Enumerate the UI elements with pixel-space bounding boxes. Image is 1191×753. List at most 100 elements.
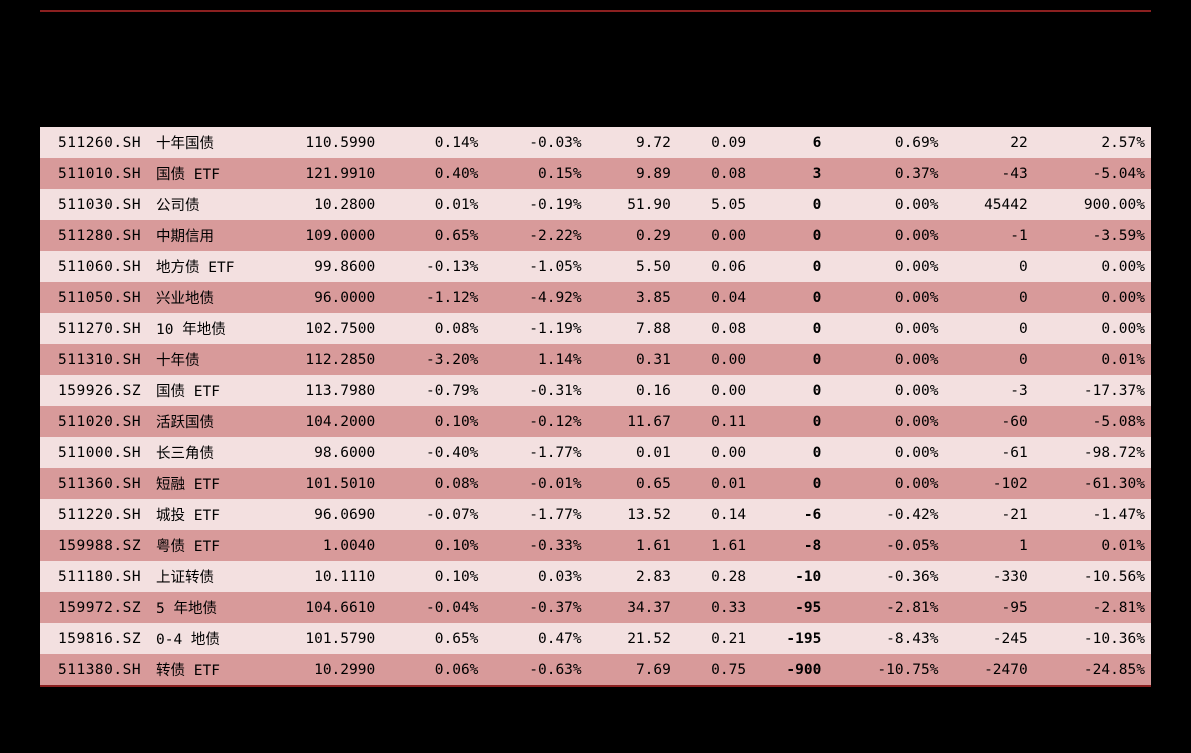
table-row: 511010.SH国债 ETF121.99100.40%0.15%9.890.0… xyxy=(40,158,1151,189)
table-cell: 0.01% xyxy=(1034,530,1151,561)
table-cell: 0 xyxy=(945,313,1034,344)
table-cell: 0.00% xyxy=(827,282,944,313)
table-cell: 0 xyxy=(945,344,1034,375)
table-cell: 长三角债 xyxy=(150,437,250,468)
table-cell: 0.06% xyxy=(381,654,484,685)
table-cell: 国债 ETF xyxy=(150,375,250,406)
table-cell: 22 xyxy=(945,127,1034,158)
table-cell: -0.05% xyxy=(827,530,944,561)
table-cell: 511380.SH xyxy=(40,654,150,685)
table-cell: 102.7500 xyxy=(250,313,381,344)
table-cell: -0.63% xyxy=(484,654,587,685)
table-cell: -3.20% xyxy=(381,344,484,375)
table-cell: 0.29 xyxy=(588,220,677,251)
table-cell: 十年债 xyxy=(150,344,250,375)
table-cell: 104.2000 xyxy=(250,406,381,437)
table-cell: -2.81% xyxy=(1034,592,1151,623)
table-cell: 0.11 xyxy=(677,406,752,437)
table-cell: -5.04% xyxy=(1034,158,1151,189)
table-cell: 城投 ETF xyxy=(150,499,250,530)
table-cell: 13.52 xyxy=(588,499,677,530)
table-cell: 101.5790 xyxy=(250,623,381,654)
table-cell: 34.37 xyxy=(588,592,677,623)
table-cell: -0.04% xyxy=(381,592,484,623)
table-cell: 粤债 ETF xyxy=(150,530,250,561)
table-cell: -61.30% xyxy=(1034,468,1151,499)
table-row: 511020.SH活跃国债104.20000.10%-0.12%11.670.1… xyxy=(40,406,1151,437)
table-cell: -43 xyxy=(945,158,1034,189)
table-cell: -0.40% xyxy=(381,437,484,468)
table-body: 511260.SH十年国债110.59900.14%-0.03%9.720.09… xyxy=(40,127,1151,685)
table-cell: -1.19% xyxy=(484,313,587,344)
table-cell: -6 xyxy=(752,499,827,530)
table-row: 511050.SH兴业地债96.0000-1.12%-4.92%3.850.04… xyxy=(40,282,1151,313)
table-cell: 0.00% xyxy=(1034,251,1151,282)
table-row: 511220.SH城投 ETF96.0690-0.07%-1.77%13.520… xyxy=(40,499,1151,530)
table-cell: -2.22% xyxy=(484,220,587,251)
table-cell: 511000.SH xyxy=(40,437,150,468)
table-row: 511180.SH上证转债10.11100.10%0.03%2.830.28-1… xyxy=(40,561,1151,592)
table-cell: 0.37% xyxy=(827,158,944,189)
table-cell: 0.00% xyxy=(827,220,944,251)
table-cell: 0.65% xyxy=(381,623,484,654)
table-row: 511310.SH十年债112.2850-3.20%1.14%0.310.000… xyxy=(40,344,1151,375)
table-cell: -0.13% xyxy=(381,251,484,282)
table-cell: -10 xyxy=(752,561,827,592)
table-cell: 0.00 xyxy=(677,375,752,406)
table-cell: 转债 ETF xyxy=(150,654,250,685)
table-cell: -1.77% xyxy=(484,499,587,530)
table-cell: 0.09 xyxy=(677,127,752,158)
table-row: 159926.SZ国债 ETF113.7980-0.79%-0.31%0.160… xyxy=(40,375,1151,406)
table-row: 159816.SZ0-4 地债101.57900.65%0.47%21.520.… xyxy=(40,623,1151,654)
table-cell: 0.00 xyxy=(677,220,752,251)
table-cell: 900.00% xyxy=(1034,189,1151,220)
table-cell: 0.21 xyxy=(677,623,752,654)
table-row: 511360.SH短融 ETF101.50100.08%-0.01%0.650.… xyxy=(40,468,1151,499)
table-cell: 0.00% xyxy=(827,344,944,375)
table-cell: -24.85% xyxy=(1034,654,1151,685)
table-cell: 99.8600 xyxy=(250,251,381,282)
table-cell: 0.75 xyxy=(677,654,752,685)
table-cell: -95 xyxy=(752,592,827,623)
table-cell: 511060.SH xyxy=(40,251,150,282)
table-cell: -1.47% xyxy=(1034,499,1151,530)
table-cell: -0.01% xyxy=(484,468,587,499)
table-row: 511270.SH10 年地债102.75000.08%-1.19%7.880.… xyxy=(40,313,1151,344)
table-cell: -0.79% xyxy=(381,375,484,406)
table-cell: 0.00 xyxy=(677,437,752,468)
table-cell: 1.14% xyxy=(484,344,587,375)
table-cell: 2.57% xyxy=(1034,127,1151,158)
table-cell: -21 xyxy=(945,499,1034,530)
table-cell: 国债 ETF xyxy=(150,158,250,189)
table-row: 511260.SH十年国债110.59900.14%-0.03%9.720.09… xyxy=(40,127,1151,158)
table-cell: 0 xyxy=(945,251,1034,282)
table-cell: 511180.SH xyxy=(40,561,150,592)
table-cell: 110.5990 xyxy=(250,127,381,158)
table-cell: 0 xyxy=(752,189,827,220)
table-row: 511280.SH中期信用109.00000.65%-2.22%0.290.00… xyxy=(40,220,1151,251)
table-cell: 2.83 xyxy=(588,561,677,592)
table-cell: -0.36% xyxy=(827,561,944,592)
table-cell: 113.7980 xyxy=(250,375,381,406)
table-cell: -0.12% xyxy=(484,406,587,437)
table-cell: 511280.SH xyxy=(40,220,150,251)
table-cell: -245 xyxy=(945,623,1034,654)
table-cell: 1.61 xyxy=(677,530,752,561)
table-cell: -98.72% xyxy=(1034,437,1151,468)
table-cell: 511220.SH xyxy=(40,499,150,530)
table-cell: 0.00% xyxy=(1034,282,1151,313)
table-cell: 511310.SH xyxy=(40,344,150,375)
table-cell: 159988.SZ xyxy=(40,530,150,561)
table-cell: 0.65 xyxy=(588,468,677,499)
table-cell: -3 xyxy=(945,375,1034,406)
table-cell: -10.75% xyxy=(827,654,944,685)
table-cell: 0 xyxy=(752,282,827,313)
table-cell: 0.00% xyxy=(827,437,944,468)
table-cell: 0.01 xyxy=(588,437,677,468)
table-cell: 0.08% xyxy=(381,313,484,344)
table-cell: 0.10% xyxy=(381,561,484,592)
table-cell: 0.10% xyxy=(381,406,484,437)
table-cell: 0.28 xyxy=(677,561,752,592)
table-cell: 0.00 xyxy=(677,344,752,375)
table-cell: 0.01 xyxy=(677,468,752,499)
